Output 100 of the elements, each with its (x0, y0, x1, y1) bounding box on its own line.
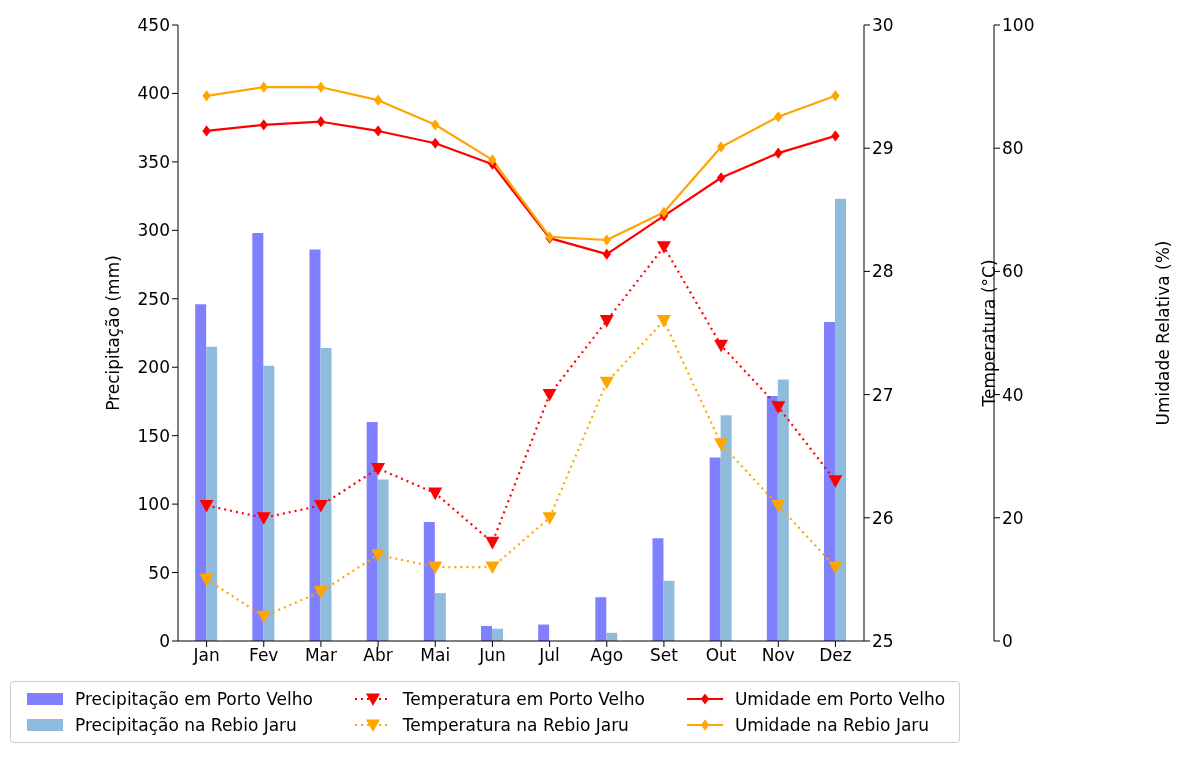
x-tick-label: Mar (304, 645, 337, 666)
y2-tick-label: 28 (872, 261, 894, 282)
point (199, 573, 214, 587)
y-tick-label: 0 (159, 631, 170, 652)
point (485, 536, 500, 550)
point (313, 586, 328, 599)
bar (720, 415, 732, 641)
x-tick-label: Dez (819, 645, 852, 666)
x-tick-label: Nov (761, 645, 795, 666)
point (716, 141, 726, 153)
point (659, 206, 669, 218)
point (371, 549, 386, 562)
point (831, 90, 840, 102)
y-tick-label: 250 (137, 288, 170, 309)
y3-tick-label: 100 (1002, 15, 1035, 36)
y2-tick-label: 27 (872, 384, 894, 405)
y3-tick-label: 40 (1002, 384, 1024, 405)
legend-label: Umidade em Porto Velho (734, 689, 946, 709)
point (373, 125, 383, 137)
point (774, 111, 783, 123)
point (714, 438, 729, 451)
legend-label: Temperatura na Rebio Jaru (402, 715, 629, 735)
x-tick-label: Jul (538, 645, 560, 666)
x-tick-label: Set (649, 645, 679, 666)
x-tick-label: Jan (192, 645, 220, 666)
point (485, 561, 500, 575)
x-tick-label: Out (705, 645, 737, 666)
point (428, 487, 443, 501)
x-tick-label: Abr (363, 645, 393, 666)
point (488, 154, 497, 166)
point (828, 561, 843, 575)
legend-label: Temperatura em Porto Velho (402, 689, 645, 709)
bar (252, 233, 264, 641)
bar (709, 457, 721, 641)
point (371, 462, 386, 476)
point (599, 315, 614, 328)
point (199, 499, 214, 513)
point (599, 376, 614, 390)
bar (834, 198, 846, 641)
y3-tick-label: 0 (1002, 631, 1013, 652)
point (828, 475, 843, 488)
x-tick-label: Jun (478, 645, 506, 666)
point (714, 339, 729, 353)
bar (423, 521, 435, 641)
bar (206, 346, 218, 641)
y3-tick-label: 80 (1002, 138, 1024, 159)
y3-tick-label: 20 (1002, 507, 1024, 528)
point (202, 90, 211, 102)
y2-tick-label: 30 (872, 15, 894, 36)
point (373, 94, 383, 106)
bar (366, 421, 378, 641)
bar (538, 624, 550, 641)
bar (309, 249, 321, 641)
bar (766, 395, 778, 641)
x-tick-label: Fev (249, 645, 279, 666)
point (542, 512, 557, 525)
y2-axis-title: Temperatura (°C) (979, 259, 1000, 408)
y-tick-label: 450 (137, 15, 170, 36)
point (831, 130, 840, 142)
y-tick-label: 150 (137, 425, 170, 446)
point (771, 401, 786, 414)
y-tick-label: 200 (137, 357, 170, 378)
y-tick-label: 300 (137, 220, 170, 241)
y-tick-label: 350 (137, 151, 170, 172)
point (431, 119, 440, 131)
bar (263, 365, 275, 641)
point (202, 125, 211, 137)
bar (480, 625, 492, 641)
legend-label: Precipitação na Rebio Jaru (75, 715, 297, 735)
y3-tick-label: 60 (1002, 261, 1024, 282)
bar (823, 322, 835, 641)
y2-tick-label: 26 (872, 507, 894, 528)
x-tick-label: Mai (420, 645, 451, 666)
x-tick-label: Ago (590, 645, 624, 666)
point (256, 610, 271, 624)
point (259, 81, 268, 93)
y-tick-label: 50 (148, 562, 170, 583)
point (259, 119, 268, 131)
y-axis-title: Precipitação (mm) (103, 255, 124, 411)
y3-axis-title: Umidade Relativa (%) (1153, 240, 1174, 426)
bar (434, 593, 446, 641)
point (542, 389, 557, 402)
bar (377, 479, 389, 641)
point (656, 241, 671, 254)
point (316, 116, 326, 128)
y2-tick-label: 25 (872, 631, 894, 652)
point (771, 499, 786, 513)
point (313, 499, 328, 513)
point (602, 248, 611, 260)
point (256, 512, 271, 525)
point (716, 172, 726, 184)
bar (320, 348, 332, 641)
y2-tick-label: 29 (872, 138, 894, 159)
legend-label: Umidade na Rebio Jaru (734, 715, 930, 735)
point (602, 234, 611, 246)
bar (595, 597, 607, 641)
point (774, 147, 783, 159)
legend-label: Precipitação em Porto Velho (75, 689, 313, 709)
point (316, 81, 326, 93)
y-tick-label: 400 (137, 83, 170, 104)
